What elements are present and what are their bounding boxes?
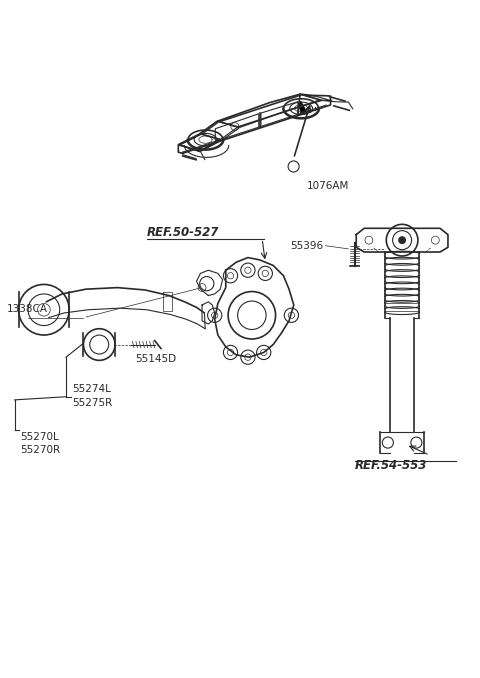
Text: 55145D: 55145D: [135, 354, 176, 364]
Text: 1076AM: 1076AM: [307, 181, 349, 191]
Polygon shape: [298, 102, 307, 113]
Text: 1338CA: 1338CA: [7, 304, 48, 315]
Circle shape: [398, 236, 406, 244]
Text: 55275R: 55275R: [72, 398, 113, 407]
Text: REF.54-553: REF.54-553: [355, 459, 427, 472]
Text: 55396: 55396: [290, 241, 323, 251]
Text: REF.50-527: REF.50-527: [147, 226, 219, 239]
Text: 55270L: 55270L: [20, 432, 59, 442]
Text: 55270R: 55270R: [20, 445, 60, 455]
Text: 55274L: 55274L: [72, 384, 111, 395]
